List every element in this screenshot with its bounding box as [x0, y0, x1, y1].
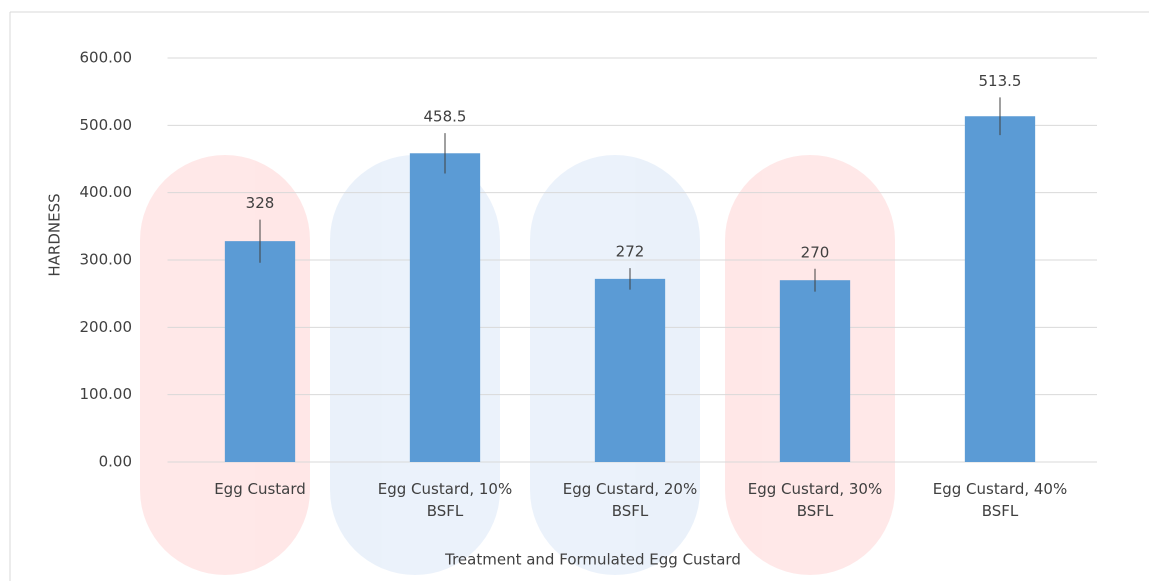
value-label: 458.5 — [424, 108, 467, 126]
y-tick-label: 200.00 — [80, 318, 133, 336]
y-tick-label: 500.00 — [80, 116, 133, 134]
y-tick-label: 600.00 — [80, 49, 133, 67]
x-tick-label: Egg Custard — [214, 480, 306, 498]
y-tick-label: 0.00 — [99, 453, 132, 471]
x-tick-label: Egg Custard, 10% BSFL — [377, 480, 513, 520]
y-tick-label: 100.00 — [80, 385, 133, 403]
value-label: 513.5 — [979, 72, 1022, 90]
bar — [409, 153, 481, 462]
bar — [964, 116, 1036, 462]
bar — [779, 280, 851, 462]
value-label: 328 — [246, 194, 275, 212]
x-tick-label: Egg Custard, 40% BSFL — [932, 480, 1068, 520]
bar — [224, 241, 296, 462]
y-axis-label: HARDNESS — [46, 193, 64, 276]
bar — [594, 278, 666, 462]
y-tick-label: 400.00 — [80, 183, 133, 201]
x-tick-label: Egg Custard, 20% BSFL — [562, 480, 698, 520]
value-label: 270 — [801, 243, 830, 261]
x-tick-label: Egg Custard, 30% BSFL — [747, 480, 883, 520]
x-axis-label: Treatment and Formulated Egg Custard — [444, 551, 741, 569]
value-label: 272 — [616, 243, 645, 261]
y-tick-label: 300.00 — [80, 251, 133, 269]
